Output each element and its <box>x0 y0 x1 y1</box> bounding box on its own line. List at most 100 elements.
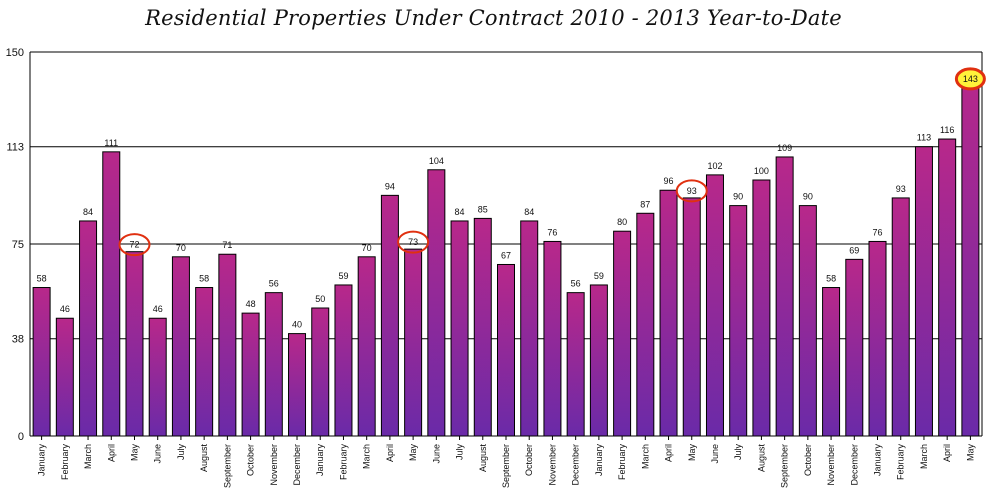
x-tick-label: August <box>199 444 209 473</box>
x-tick-label: March <box>362 444 372 469</box>
x-tick-label: September <box>222 444 232 488</box>
x-tick-label: February <box>338 444 348 481</box>
x-tick-label: April <box>942 444 952 462</box>
x-tick-label: March <box>640 444 650 469</box>
annotation-circle <box>675 179 708 203</box>
x-tick-label: July <box>733 444 743 461</box>
x-tick-label: June <box>710 444 720 464</box>
x-tick-label: May <box>687 444 697 462</box>
y-tick-label: 38 <box>12 334 24 346</box>
x-tick-label: April <box>106 444 116 462</box>
data-label: 84 <box>524 207 534 217</box>
data-label: 109 <box>777 143 792 153</box>
x-tick-label: August <box>756 444 766 473</box>
bar <box>473 217 492 437</box>
y-tick-label: 113 <box>6 142 24 154</box>
bar <box>288 333 307 437</box>
bar <box>171 256 190 437</box>
bar <box>845 258 864 437</box>
data-label: 93 <box>896 184 906 194</box>
data-label: 59 <box>338 271 348 281</box>
bar <box>195 287 214 437</box>
x-tick-label: February <box>896 444 906 481</box>
data-label: 116 <box>940 125 954 135</box>
bar <box>543 240 562 437</box>
data-label: 72 <box>129 240 139 250</box>
bar <box>822 287 841 437</box>
bar <box>914 146 933 437</box>
data-label: 85 <box>478 204 488 214</box>
x-tick-label: December <box>292 444 302 486</box>
data-label: 70 <box>176 243 186 253</box>
data-label: 48 <box>246 299 256 309</box>
y-tick-label: 75 <box>12 239 24 251</box>
data-label: 56 <box>269 279 279 289</box>
bar <box>798 205 817 437</box>
y-tick-label: 0 <box>18 431 24 443</box>
bar <box>241 312 260 437</box>
data-label: 87 <box>640 199 650 209</box>
data-label: 111 <box>104 138 118 148</box>
x-tick-label: June <box>153 444 163 464</box>
data-label: 90 <box>733 192 743 202</box>
data-label: 73 <box>408 237 418 247</box>
x-tick-labels: January February March April May June July Augu… <box>37 444 976 489</box>
x-tick-label: February <box>60 444 70 481</box>
data-label: 40 <box>292 320 302 330</box>
x-tick-label: June <box>431 444 441 464</box>
data-label: 71 <box>222 240 232 250</box>
data-label: 93 <box>687 186 697 196</box>
x-tick-label: October <box>803 444 813 476</box>
x-tick-label: March <box>919 444 929 469</box>
bar <box>682 197 701 437</box>
bar <box>380 194 399 437</box>
data-label: 113 <box>917 133 931 143</box>
data-label: 69 <box>849 245 859 255</box>
bar <box>450 220 469 437</box>
data-label: 76 <box>873 227 883 237</box>
data-label: 80 <box>617 217 627 227</box>
data-label: 84 <box>83 207 93 217</box>
bar <box>613 230 632 437</box>
bar <box>218 253 237 437</box>
data-label: 102 <box>707 161 722 171</box>
y-tick-label: 150 <box>6 47 24 59</box>
bar <box>311 307 330 437</box>
bar <box>334 284 353 437</box>
bar <box>264 292 283 437</box>
x-tick-label: May <box>408 444 418 462</box>
axes <box>29 52 983 440</box>
bar <box>55 317 74 437</box>
x-tick-label: September <box>501 444 511 488</box>
bar <box>705 174 724 437</box>
bar <box>659 189 678 437</box>
y-tick-labels: 0 38 75 113 150 <box>6 47 24 443</box>
data-label: 58 <box>37 274 47 284</box>
x-tick-label: December <box>849 444 859 486</box>
data-label: 56 <box>571 279 581 289</box>
bar <box>148 317 167 437</box>
x-tick-label: April <box>385 444 395 462</box>
x-tick-label: August <box>478 444 488 473</box>
bar <box>868 240 887 437</box>
data-label: 143 <box>963 74 978 84</box>
x-tick-label: November <box>269 444 279 486</box>
chart-title: Residential Properties Under Contract 20… <box>145 6 842 30</box>
x-tick-label: January <box>594 444 604 477</box>
data-label: 90 <box>803 192 813 202</box>
x-tick-label: July <box>176 444 186 461</box>
highlight-circle <box>954 67 986 91</box>
data-label: 94 <box>385 181 395 191</box>
bar <box>938 138 957 437</box>
x-tick-label: January <box>873 444 883 477</box>
data-label: 70 <box>362 243 372 253</box>
bar <box>729 205 748 437</box>
data-label: 100 <box>754 166 769 176</box>
annotation-circle <box>397 230 430 254</box>
data-labels: 58 46 84 111 72 46 70 58 71 48 56 40 50 59 70 94 73 104 84… <box>37 67 986 330</box>
bar <box>357 256 376 437</box>
bar <box>125 251 144 437</box>
x-tick-label: September <box>780 444 790 488</box>
bar <box>566 292 585 437</box>
data-label: 76 <box>547 227 557 237</box>
